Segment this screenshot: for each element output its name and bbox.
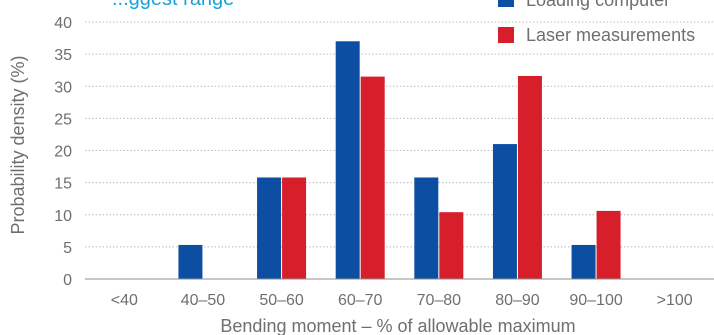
y-tick-label: 35 <box>54 47 72 64</box>
x-tick-label: 90–100 <box>569 292 622 309</box>
bar-1-6 <box>596 210 621 279</box>
x-tick-label: 80–90 <box>495 292 540 309</box>
legend-label-loading-computer: Loading computer <box>526 0 670 10</box>
bar-1-4 <box>439 212 464 279</box>
legend-label-laser-measurements: Laser measurements <box>526 25 695 45</box>
bar-0-5 <box>492 144 517 279</box>
bar-0-4 <box>414 177 439 279</box>
y-tick-label: 40 <box>54 15 72 32</box>
y-tick-label: 5 <box>63 240 72 257</box>
bar-0-1 <box>178 244 203 279</box>
bars-layer <box>178 41 621 280</box>
legend-swatch-loading-computer <box>498 0 514 7</box>
y-tick-label: 20 <box>54 144 72 161</box>
legend-swatch-laser-measurements <box>498 27 514 43</box>
y-axis-title: Probability density (%) <box>8 55 28 234</box>
bar-1-3 <box>360 76 385 279</box>
x-tick-label: >100 <box>657 292 693 309</box>
x-tick-label: <40 <box>111 292 138 309</box>
legend: Loading computer Laser measurements <box>498 0 695 45</box>
y-tick-label: 10 <box>54 208 72 225</box>
x-tick-label: 40–50 <box>181 292 226 309</box>
bar-1-5 <box>517 75 542 279</box>
axes-layer: 0 5 10 15 20 25 30 35 40 <40 40–50 50–60 60–70 70–80 8… <box>54 15 714 309</box>
bar-1-2 <box>282 177 307 279</box>
bar-0-6 <box>571 244 596 279</box>
chart-title: ...ggest range <box>112 0 234 10</box>
x-tick-label: 70–80 <box>417 292 462 309</box>
y-tick-label: 15 <box>54 176 72 193</box>
y-tick-label: 30 <box>54 79 72 96</box>
x-tick-label: 60–70 <box>338 292 383 309</box>
y-tick-label: 0 <box>63 272 72 289</box>
bar-0-3 <box>335 41 360 280</box>
x-tick-label: 50–60 <box>259 292 304 309</box>
x-axis-title: Bending moment – % of allowable maximum <box>220 316 575 335</box>
bar-0-2 <box>257 177 282 279</box>
y-tick-label: 25 <box>54 111 72 128</box>
